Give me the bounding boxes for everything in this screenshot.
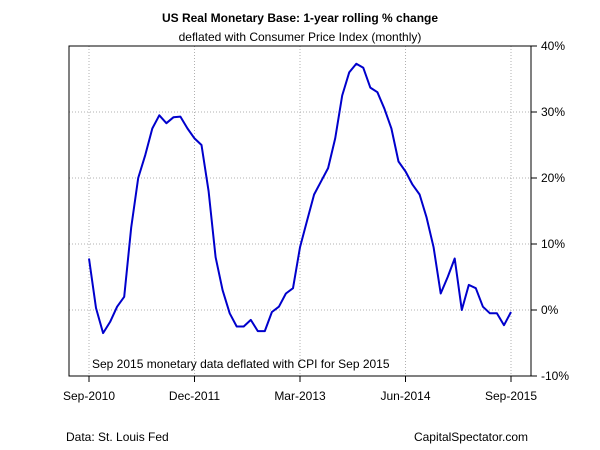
x-tick-label: Sep-2010 xyxy=(63,389,115,403)
x-tick-label: Jun-2014 xyxy=(380,389,430,403)
chart-subtitle: deflated with Consumer Price Index (mont… xyxy=(179,30,422,44)
y-tick-label: 20% xyxy=(541,171,565,185)
series-line-group xyxy=(88,62,512,335)
chart-annotation: Sep 2015 monetary data deflated with CPI… xyxy=(92,357,390,371)
x-tick-label: Dec-2011 xyxy=(169,389,220,403)
x-tick-label: Mar-2013 xyxy=(274,389,326,403)
y-tick-label: 0% xyxy=(541,303,559,317)
x-tick-label: Sep-2015 xyxy=(485,389,537,403)
y-tick-label: 30% xyxy=(541,105,565,119)
y-axis: -10% 0% 10% 20% 30% 40% xyxy=(531,39,569,383)
y-tick-label: 10% xyxy=(541,237,565,251)
x-axis: Sep-2010 Dec-2011 Mar-2013 Jun-2014 Sep-2015 xyxy=(63,376,537,403)
series-line xyxy=(88,62,512,335)
footer-brand: CapitalSpectator.com xyxy=(414,430,528,444)
y-tick-label: 40% xyxy=(541,39,565,53)
y-tick-label: -10% xyxy=(541,369,569,383)
footer-source: Data: St. Louis Fed xyxy=(66,430,169,444)
gridlines xyxy=(69,45,531,377)
chart-title: US Real Monetary Base: 1-year rolling % … xyxy=(162,11,438,25)
